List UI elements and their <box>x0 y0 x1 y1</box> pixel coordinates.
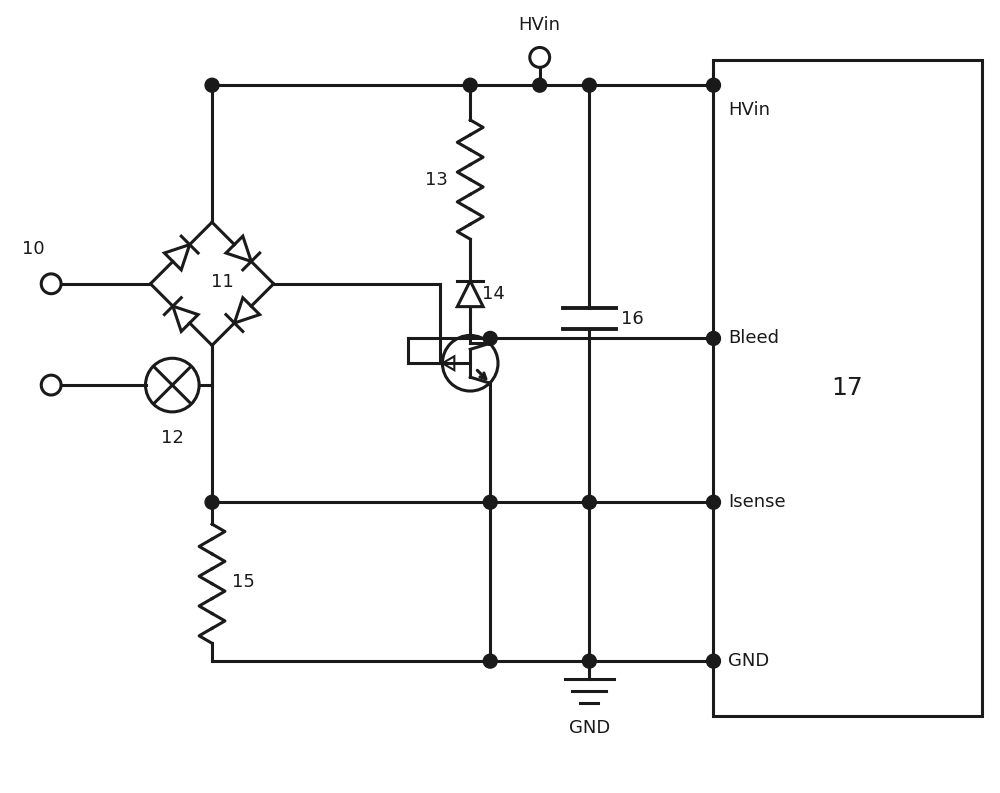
Text: 13: 13 <box>425 170 448 189</box>
Text: GND: GND <box>728 652 770 670</box>
Circle shape <box>463 79 477 92</box>
Text: 16: 16 <box>621 309 644 328</box>
Text: Isense: Isense <box>728 493 786 511</box>
Circle shape <box>483 654 497 668</box>
FancyBboxPatch shape <box>713 60 982 716</box>
Text: 11: 11 <box>211 273 233 291</box>
Circle shape <box>707 496 720 509</box>
Circle shape <box>582 496 596 509</box>
Circle shape <box>707 79 720 92</box>
Text: 12: 12 <box>161 429 184 446</box>
Text: HVin: HVin <box>728 101 770 119</box>
Text: GND: GND <box>569 718 610 737</box>
Circle shape <box>483 331 497 346</box>
Text: Bleed: Bleed <box>728 329 779 347</box>
Circle shape <box>41 375 61 395</box>
Circle shape <box>483 496 497 509</box>
Text: 14: 14 <box>482 285 505 303</box>
Circle shape <box>205 496 219 509</box>
Text: 17: 17 <box>832 376 863 400</box>
Circle shape <box>707 654 720 668</box>
Circle shape <box>205 79 219 92</box>
Circle shape <box>533 79 547 92</box>
Circle shape <box>530 48 550 67</box>
Text: HVin: HVin <box>519 16 561 33</box>
Text: 10: 10 <box>22 240 45 258</box>
Text: 15: 15 <box>232 573 255 591</box>
Circle shape <box>582 654 596 668</box>
Circle shape <box>582 79 596 92</box>
Circle shape <box>707 331 720 346</box>
Circle shape <box>41 274 61 293</box>
